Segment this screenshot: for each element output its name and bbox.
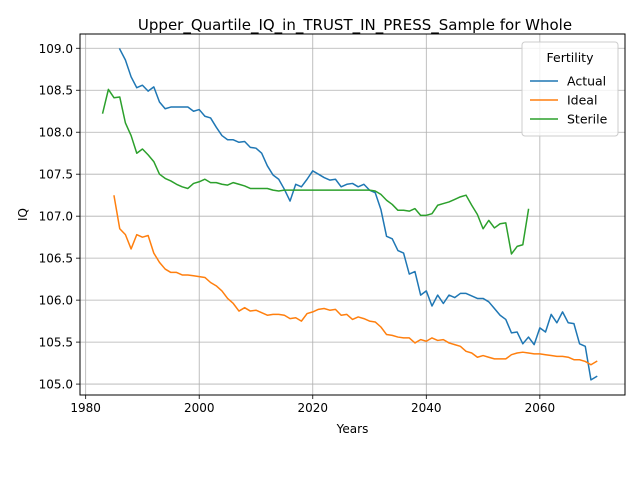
y-axis-label: IQ: [16, 208, 30, 221]
legend-title: Fertility: [547, 50, 595, 65]
y-axis-ticks: 105.0 105.5 106.0 106.5 107.0 107.5 108.0 108.5…: [39, 42, 80, 392]
x-axis-label: Years: [336, 422, 369, 436]
y-tick-label: 105.5: [39, 336, 73, 350]
y-tick-label: 107.0: [39, 210, 73, 224]
y-tick-label: 108.5: [39, 84, 73, 98]
legend: Fertility Actual Ideal Sterile: [521, 41, 619, 137]
y-tick-label: 105.0: [39, 378, 73, 392]
grid-lines: [80, 34, 625, 395]
legend-frame: [521, 41, 619, 137]
chart-title: Upper_Quartile_IQ_in_TRUST_IN_PRESS_Samp…: [138, 16, 572, 35]
x-tick-label: 2040: [411, 401, 442, 415]
x-tick-label: 2000: [184, 401, 215, 415]
y-tick-label: 108.0: [39, 126, 73, 140]
series-line-actual: [118, 48, 598, 381]
legend-label-actual: Actual: [567, 74, 606, 89]
x-tick-label: 2060: [525, 401, 556, 415]
series-line-sterile: [101, 88, 530, 255]
x-tick-label: 2020: [297, 401, 328, 415]
y-tick-label: 106.0: [39, 294, 73, 308]
x-tick-label: 1980: [70, 401, 101, 415]
plot-area-frame: [79, 33, 626, 396]
y-tick-label: 107.5: [39, 168, 73, 182]
x-axis-ticks: 1980 2000 2020 2040 2060: [70, 395, 555, 415]
series-lines: [101, 48, 598, 381]
legend-label-ideal: Ideal: [567, 93, 597, 108]
legend-entries: Actual Ideal Sterile: [530, 74, 608, 127]
y-tick-label: 106.5: [39, 252, 73, 266]
legend-label-sterile: Sterile: [567, 112, 608, 127]
y-tick-label: 109.0: [39, 42, 73, 56]
series-line-ideal: [113, 195, 598, 366]
